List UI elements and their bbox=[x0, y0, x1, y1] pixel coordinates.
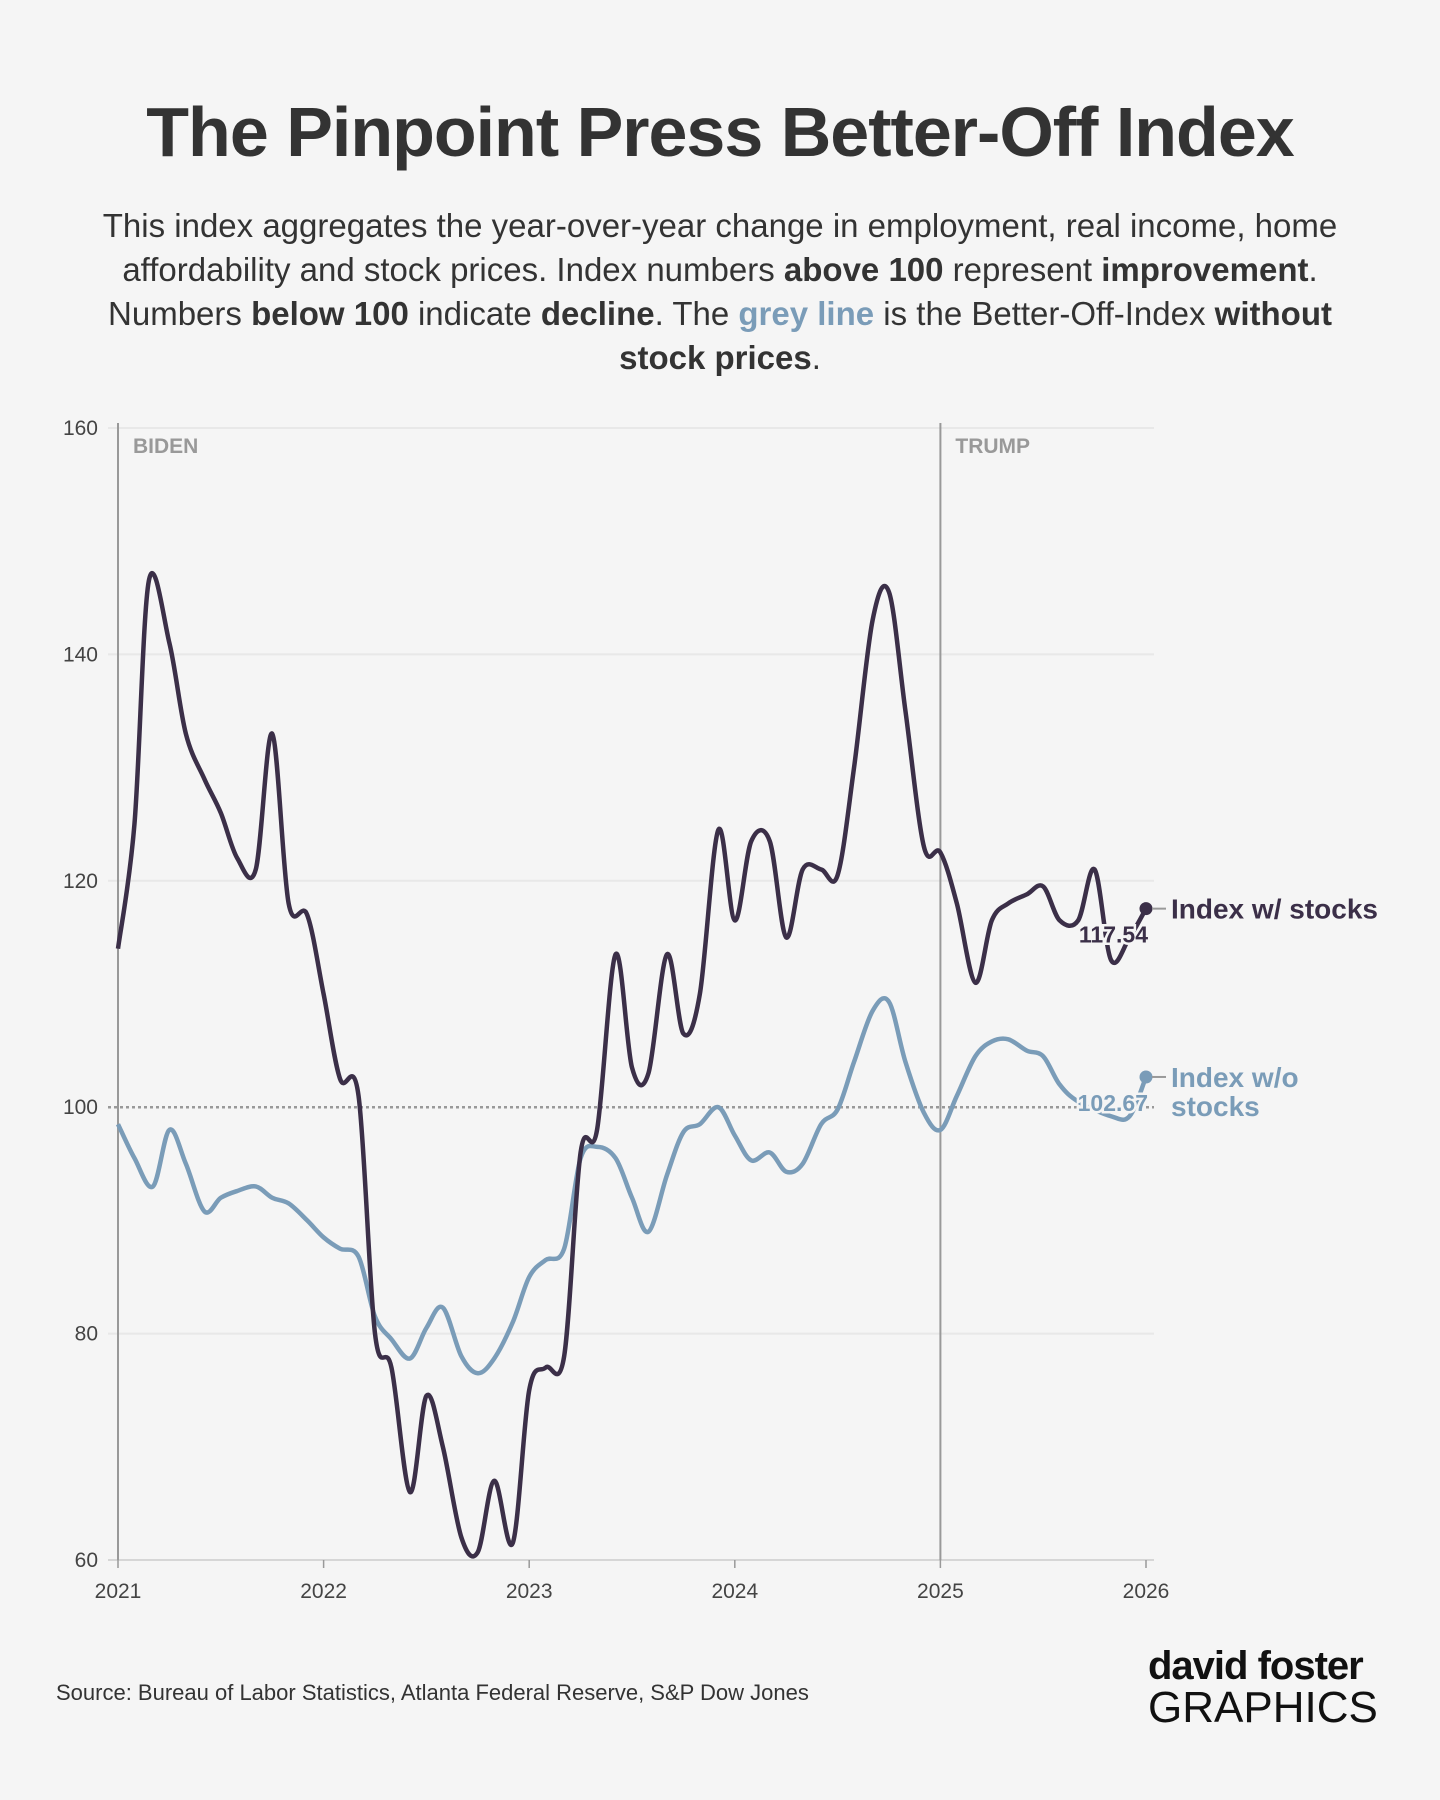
y-tick-label: 60 bbox=[75, 1549, 98, 1572]
x-tick-label: 2024 bbox=[711, 1580, 758, 1603]
x-tick-label: 2026 bbox=[1123, 1580, 1170, 1603]
subtitle-text: . Numbers bbox=[108, 251, 1318, 332]
subtitle-text: . bbox=[811, 339, 821, 376]
series-end-value: 117.54 bbox=[1079, 922, 1148, 948]
x-tick-label: 2022 bbox=[300, 1580, 347, 1603]
logo-line-2: GRAPHICS bbox=[1148, 1683, 1378, 1732]
subtitle-text: This index aggregates the year-over-year… bbox=[102, 207, 1338, 288]
legend-label-stocks: Index w/ stocks bbox=[1171, 894, 1378, 925]
subtitle-text: is the Better-Off-Index bbox=[874, 295, 1215, 332]
series-line-nostocks bbox=[115, 996, 1149, 1376]
subtitle-emphasis: below 100 bbox=[251, 295, 409, 332]
series-endpoint-nostocks bbox=[1139, 1070, 1153, 1084]
subtitle-emphasis: without stock prices bbox=[619, 295, 1332, 376]
logo-line-1: david foster bbox=[1148, 1644, 1364, 1688]
subtitle-text: indicate bbox=[408, 295, 541, 332]
subtitle-emphasis: improvement bbox=[1101, 251, 1309, 288]
y-tick-label: 100 bbox=[63, 1096, 98, 1119]
x-tick-label: 2021 bbox=[95, 1580, 142, 1603]
y-tick-label: 140 bbox=[63, 643, 98, 666]
chart-title: The Pinpoint Press Better-Off Index bbox=[146, 93, 1294, 171]
x-tick-label: 2025 bbox=[917, 1580, 964, 1603]
x-tick-label: 2023 bbox=[506, 1580, 553, 1603]
subtitle-text: . The bbox=[654, 295, 739, 332]
chart-subtitle: This index aggregates the year-over-year… bbox=[70, 204, 1370, 380]
legend-label-nostocks: stocks bbox=[1171, 1091, 1260, 1122]
y-tick-label: 120 bbox=[63, 870, 98, 893]
y-tick-label: 80 bbox=[75, 1323, 98, 1346]
legend-label-nostocks: Index w/o bbox=[1171, 1062, 1299, 1093]
series-endpoint-stocks bbox=[1139, 902, 1153, 916]
series-line-stocks bbox=[115, 570, 1148, 1559]
series-end-value: 102.67 bbox=[1078, 1090, 1148, 1116]
subtitle-emphasis: grey line bbox=[738, 295, 875, 332]
subtitle-emphasis: above 100 bbox=[783, 251, 944, 288]
brand-logo: david foster GRAPHICS bbox=[1148, 1646, 1388, 1730]
subtitle-text: represent bbox=[943, 251, 1102, 288]
source-note: Source: Bureau of Labor Statistics, Atla… bbox=[56, 1680, 809, 1705]
era-label-biden: BIDEN bbox=[133, 435, 198, 458]
era-label-trump: TRUMP bbox=[955, 435, 1030, 458]
subtitle-emphasis: decline bbox=[540, 295, 655, 332]
y-tick-label: 160 bbox=[63, 417, 98, 440]
